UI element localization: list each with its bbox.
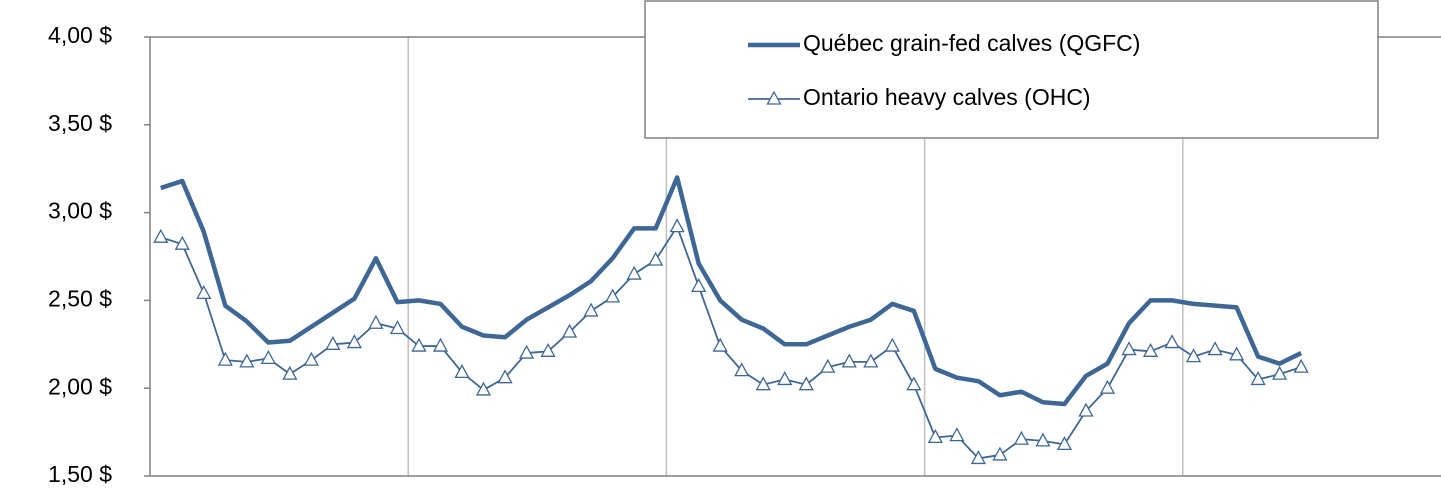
- point-marker: [325, 335, 341, 350]
- point-marker: [863, 353, 879, 368]
- point-marker: [1013, 430, 1030, 445]
- point-marker: [196, 285, 212, 300]
- legend-label: Québec grain-fed calves (QGFC): [803, 30, 1140, 56]
- point-marker: [798, 376, 814, 391]
- point-marker: [648, 251, 664, 266]
- point-marker: [669, 218, 685, 233]
- y-tick-label: 3,50 $: [48, 110, 112, 136]
- point-marker: [497, 369, 513, 384]
- point-marker: [755, 376, 771, 391]
- series-line: [160, 175, 1303, 407]
- legend-marker: [766, 90, 782, 105]
- point-marker: [1272, 365, 1288, 380]
- y-tick-label: 3,00 $: [48, 198, 112, 224]
- point-marker: [712, 337, 728, 352]
- point-marker: [1142, 342, 1159, 357]
- point-marker: [1228, 346, 1245, 361]
- point-marker: [432, 337, 449, 352]
- legend-label: Ontario heavy calves (OHC): [803, 84, 1091, 110]
- point-marker: [1121, 341, 1137, 356]
- point-marker: [691, 277, 707, 293]
- y-tick-label: 4,00 $: [48, 22, 112, 48]
- point-marker: [282, 365, 298, 380]
- legend-box: [644, 0, 1379, 139]
- point-marker: [561, 323, 578, 338]
- point-marker: [906, 376, 922, 391]
- point-marker: [1250, 371, 1266, 386]
- point-marker: [303, 351, 319, 366]
- point-marker: [1207, 341, 1223, 356]
- point-marker: [518, 344, 535, 359]
- point-marker: [927, 429, 943, 444]
- point-marker: [368, 314, 384, 329]
- point-marker: [260, 349, 276, 364]
- point-marker: [583, 302, 599, 317]
- point-marker: [777, 371, 793, 386]
- point-marker: [389, 320, 406, 335]
- point-marker: [949, 427, 965, 442]
- point-marker: [346, 334, 362, 349]
- point-marker: [626, 265, 642, 280]
- point-marker: [540, 342, 556, 357]
- point-marker: [239, 353, 255, 368]
- point-marker: [884, 337, 900, 352]
- point-marker: [153, 228, 169, 243]
- y-tick-label: 2,00 $: [48, 373, 112, 399]
- point-marker: [1035, 432, 1051, 447]
- y-tick-label: 2,50 $: [48, 285, 112, 311]
- point-marker: [820, 358, 836, 373]
- point-marker: [1164, 334, 1180, 349]
- point-marker: [1056, 436, 1073, 451]
- point-marker: [970, 450, 986, 465]
- point-marker: [605, 288, 621, 303]
- point-marker: [1185, 348, 1202, 363]
- point-marker: [411, 337, 427, 352]
- y-tick-label: 1,50 $: [48, 461, 112, 487]
- point-marker: [475, 381, 492, 396]
- point-marker: [1078, 402, 1094, 417]
- point-marker: [454, 364, 470, 379]
- point-marker: [992, 446, 1008, 461]
- point-marker: [841, 353, 857, 368]
- point-marker: [1099, 379, 1116, 394]
- point-marker: [1293, 358, 1309, 373]
- point-marker: [734, 362, 750, 377]
- point-marker: [174, 235, 190, 250]
- point-marker: [217, 351, 233, 366]
